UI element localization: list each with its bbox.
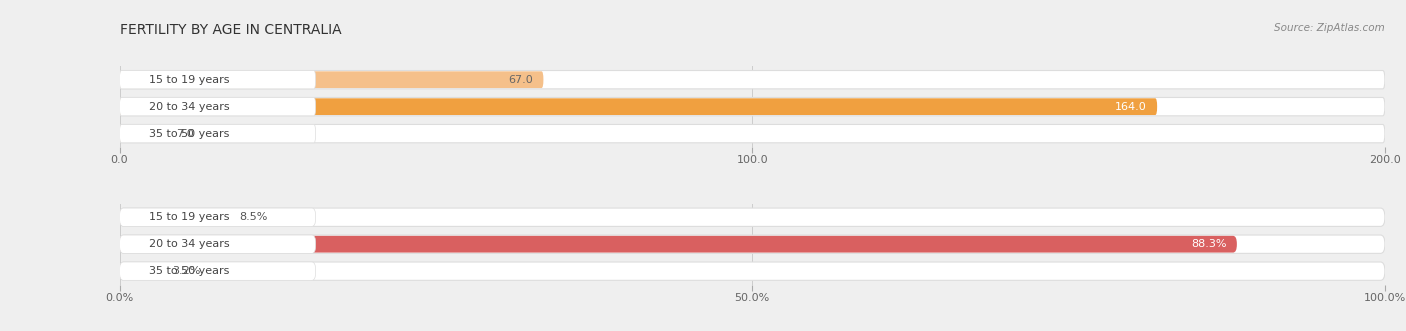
FancyBboxPatch shape (120, 98, 1385, 116)
FancyBboxPatch shape (120, 98, 1157, 115)
Text: 7.0: 7.0 (177, 129, 194, 139)
Text: 3.2%: 3.2% (173, 266, 201, 276)
FancyBboxPatch shape (120, 235, 1385, 253)
Text: 88.3%: 88.3% (1191, 239, 1227, 249)
FancyBboxPatch shape (120, 124, 316, 143)
FancyBboxPatch shape (120, 262, 316, 280)
Text: 35 to 50 years: 35 to 50 years (149, 266, 229, 276)
Text: 15 to 19 years: 15 to 19 years (149, 75, 229, 85)
FancyBboxPatch shape (120, 208, 316, 226)
FancyBboxPatch shape (120, 209, 228, 226)
FancyBboxPatch shape (120, 262, 1385, 280)
Text: FERTILITY BY AGE IN CENTRALIA: FERTILITY BY AGE IN CENTRALIA (120, 23, 342, 37)
FancyBboxPatch shape (120, 235, 316, 253)
FancyBboxPatch shape (120, 208, 1385, 226)
Text: 8.5%: 8.5% (239, 212, 269, 222)
Text: 15 to 19 years: 15 to 19 years (149, 212, 229, 222)
Text: 164.0: 164.0 (1115, 102, 1147, 112)
FancyBboxPatch shape (120, 125, 163, 142)
FancyBboxPatch shape (120, 71, 316, 89)
FancyBboxPatch shape (120, 71, 1385, 89)
FancyBboxPatch shape (120, 71, 544, 88)
Text: 20 to 34 years: 20 to 34 years (149, 239, 231, 249)
FancyBboxPatch shape (120, 124, 1385, 143)
Text: 20 to 34 years: 20 to 34 years (149, 102, 231, 112)
Text: Source: ZipAtlas.com: Source: ZipAtlas.com (1274, 23, 1385, 33)
FancyBboxPatch shape (120, 236, 1237, 253)
Text: 67.0: 67.0 (509, 75, 533, 85)
Text: 35 to 50 years: 35 to 50 years (149, 129, 229, 139)
FancyBboxPatch shape (120, 263, 160, 280)
FancyBboxPatch shape (120, 98, 316, 116)
